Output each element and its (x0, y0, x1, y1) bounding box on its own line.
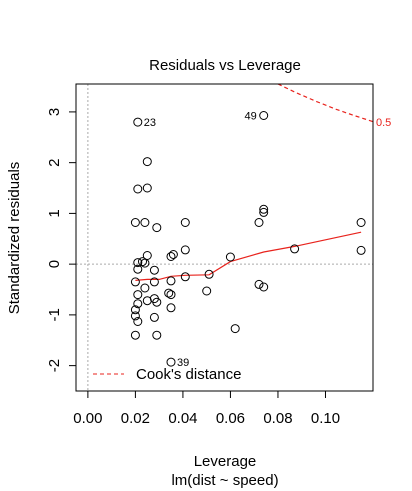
data-point (138, 257, 147, 267)
data-point (180, 272, 190, 282)
data-point (133, 317, 143, 326)
data-point (149, 277, 159, 287)
y-tick-label: -2 (46, 359, 63, 372)
data-points (130, 111, 366, 367)
data-point (259, 207, 269, 217)
data-point (356, 245, 366, 255)
data-point (204, 269, 214, 279)
plot-frame (75, 83, 374, 392)
cooks-distance-contour-label: 0.5 (376, 117, 391, 129)
x-tick-label: 0.02 (121, 410, 150, 427)
x-tick-label: 0.04 (168, 410, 197, 427)
data-point (130, 305, 140, 315)
data-point (166, 303, 176, 313)
data-point (140, 283, 150, 293)
data-point (130, 218, 140, 227)
data-point (259, 111, 269, 120)
data-point (202, 286, 212, 296)
data-point (140, 218, 150, 227)
data-point (164, 288, 174, 298)
x-axis-sublabel: lm(dist ~ speed) (171, 472, 278, 489)
y-tick-label: 2 (46, 158, 63, 166)
data-point (168, 250, 178, 259)
data-point (133, 290, 143, 300)
data-point (130, 277, 140, 287)
data-point (356, 218, 366, 227)
data-point (142, 296, 152, 306)
point-label: 49 (244, 110, 256, 122)
data-point (259, 204, 269, 214)
legend-label: Cook's distance (136, 366, 241, 383)
data-point (152, 297, 162, 307)
point-label: 23 (144, 117, 156, 129)
x-axis: 0.00 0.02 0.04 0.06 0.08 0.10 (73, 390, 340, 427)
y-axis: -2 -1 0 1 2 3 (46, 108, 77, 372)
data-point (149, 265, 159, 275)
y-tick-label: 0 (46, 260, 63, 268)
data-point (254, 218, 264, 227)
data-point (230, 324, 240, 334)
y-tick-label: 1 (46, 209, 63, 217)
x-tick-label: 0.06 (216, 410, 245, 427)
data-point (140, 258, 150, 268)
data-point (149, 312, 159, 322)
data-point (166, 252, 176, 261)
chart-title: Residuals vs Leverage (149, 57, 301, 74)
data-point (180, 218, 190, 227)
reference-lines (76, 84, 373, 391)
data-point (133, 299, 143, 309)
data-point (225, 252, 235, 262)
data-point (290, 244, 300, 254)
curves (135, 84, 373, 281)
data-point (259, 282, 269, 292)
data-point (133, 258, 143, 268)
y-axis-label: Standardized residuals (6, 162, 23, 315)
data-point (180, 245, 190, 255)
y-tick-label: -1 (46, 308, 63, 321)
data-point (130, 330, 140, 340)
point-labels: 23 49 39 (144, 110, 257, 369)
y-tick-label: 3 (46, 108, 63, 116)
data-point (130, 311, 140, 321)
data-point (152, 223, 162, 233)
x-tick-label: 0.08 (263, 410, 292, 427)
x-tick-label: 0.10 (311, 410, 340, 427)
data-point (133, 264, 143, 274)
data-point (133, 184, 143, 194)
legend: Cook's distance (93, 366, 241, 383)
data-point (166, 276, 176, 286)
smooth-fit-line (135, 231, 362, 281)
x-axis-label: Leverage (194, 453, 257, 470)
point-label: 39 (177, 357, 189, 369)
data-point (254, 279, 264, 289)
data-point (142, 157, 152, 167)
data-point (166, 357, 176, 367)
x-tick-label: 0.00 (73, 410, 102, 427)
cooks-distance-contour (277, 84, 373, 123)
data-point (133, 117, 143, 127)
data-point (142, 183, 152, 193)
data-point (166, 290, 176, 300)
data-point (152, 330, 162, 340)
